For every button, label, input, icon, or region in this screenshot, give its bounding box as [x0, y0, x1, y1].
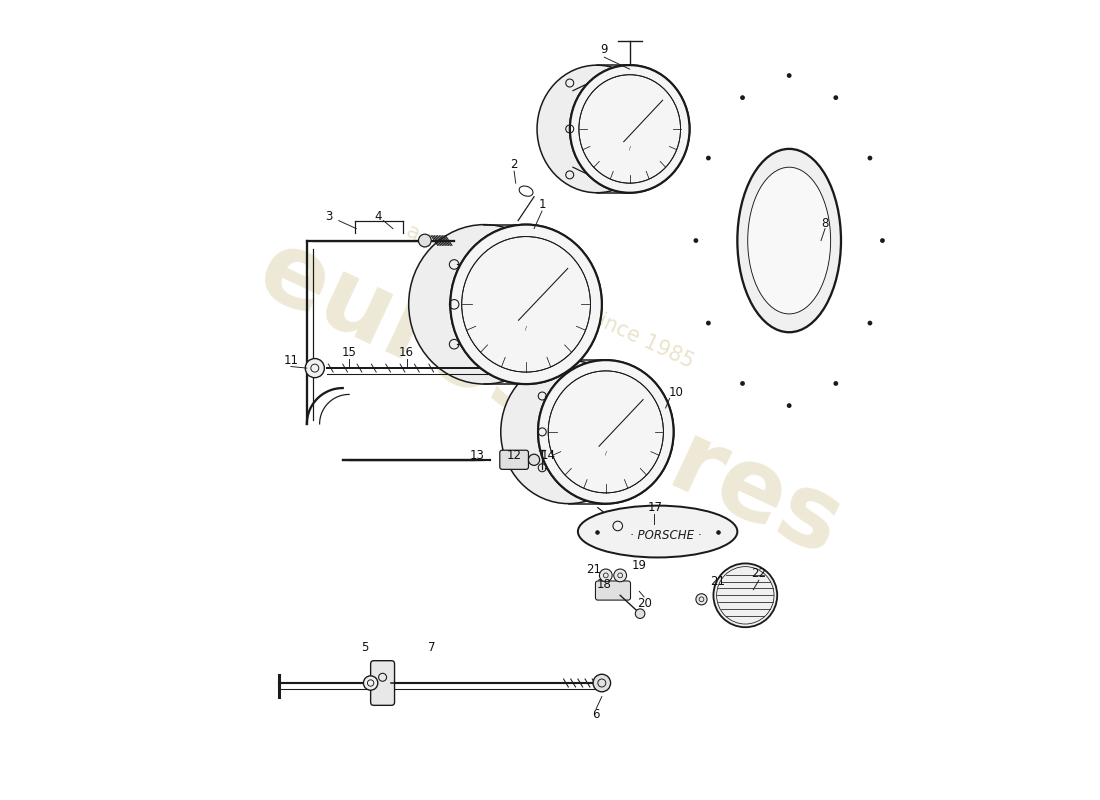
Circle shape [528, 454, 540, 466]
Circle shape [880, 238, 884, 243]
Circle shape [418, 234, 431, 247]
Circle shape [696, 594, 707, 605]
Text: 8: 8 [822, 217, 828, 230]
Circle shape [593, 674, 611, 692]
Circle shape [740, 95, 745, 100]
Circle shape [306, 358, 324, 378]
Text: 2: 2 [510, 158, 518, 171]
Text: 5: 5 [362, 641, 369, 654]
Text: a passion for parts since 1985: a passion for parts since 1985 [403, 221, 697, 372]
Text: 7: 7 [428, 641, 436, 654]
Text: /: / [605, 451, 607, 456]
Text: eurospares: eurospares [243, 222, 857, 578]
Ellipse shape [409, 225, 560, 384]
Text: 20: 20 [637, 597, 651, 610]
Text: · PORSCHE ·: · PORSCHE · [630, 529, 702, 542]
Text: 17: 17 [648, 501, 662, 514]
Text: 15: 15 [342, 346, 356, 358]
Text: 14: 14 [541, 450, 556, 462]
Text: 1: 1 [538, 198, 546, 211]
Text: 19: 19 [631, 559, 647, 572]
FancyBboxPatch shape [371, 661, 395, 706]
Circle shape [600, 569, 613, 582]
Text: 21: 21 [586, 562, 602, 575]
Text: 3: 3 [324, 210, 332, 223]
Circle shape [706, 321, 711, 326]
Ellipse shape [748, 167, 830, 314]
Ellipse shape [538, 360, 673, 504]
Ellipse shape [737, 149, 842, 332]
Text: 10: 10 [669, 386, 683, 398]
Circle shape [834, 95, 838, 100]
FancyBboxPatch shape [499, 450, 528, 470]
Circle shape [693, 238, 698, 243]
Circle shape [834, 381, 838, 386]
FancyBboxPatch shape [595, 581, 630, 600]
Text: 12: 12 [507, 450, 521, 462]
Ellipse shape [537, 65, 657, 193]
Text: 9: 9 [601, 42, 608, 56]
Circle shape [636, 609, 645, 618]
Circle shape [868, 321, 872, 326]
Ellipse shape [538, 360, 673, 504]
Text: /: / [629, 146, 630, 150]
Circle shape [614, 569, 627, 582]
Text: 18: 18 [597, 578, 612, 591]
Text: 21: 21 [710, 575, 725, 588]
Circle shape [868, 156, 872, 161]
Ellipse shape [578, 506, 737, 558]
Text: 4: 4 [375, 210, 383, 223]
Circle shape [363, 676, 377, 690]
Circle shape [706, 156, 711, 161]
Circle shape [786, 73, 792, 78]
Ellipse shape [570, 65, 690, 193]
Text: /: / [525, 326, 527, 330]
Text: 11: 11 [284, 354, 298, 366]
Text: 16: 16 [399, 346, 414, 358]
Ellipse shape [570, 65, 690, 193]
Circle shape [714, 563, 778, 627]
Ellipse shape [450, 225, 602, 384]
Ellipse shape [500, 360, 636, 504]
Circle shape [740, 381, 745, 386]
Circle shape [786, 403, 792, 408]
Text: 13: 13 [470, 450, 484, 462]
Text: 6: 6 [593, 709, 600, 722]
Text: 22: 22 [751, 567, 767, 580]
Ellipse shape [450, 225, 602, 384]
